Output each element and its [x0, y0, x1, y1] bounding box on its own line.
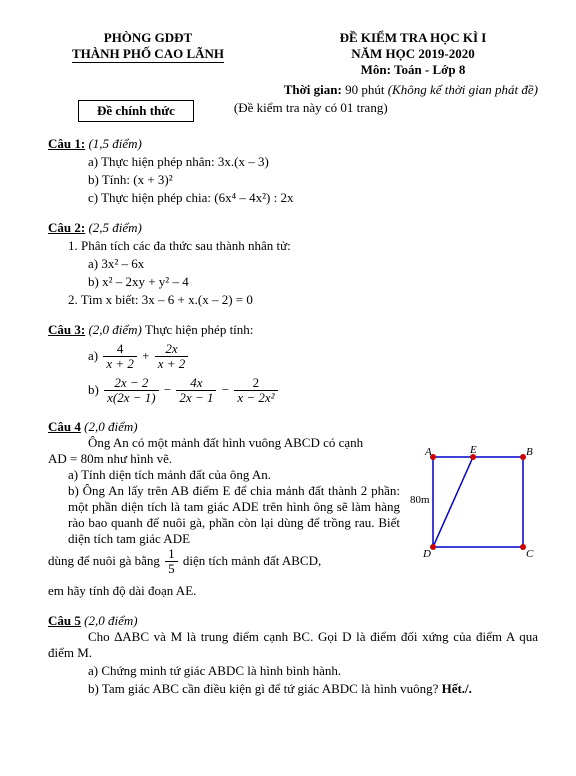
header-left: PHÒNG GDĐT THÀNH PHỐ CAO LÃNH [48, 30, 248, 78]
city: THÀNH PHỐ CAO LÃNH [48, 46, 248, 63]
q2-b: b) x² – 2xy + y² – 4 [88, 274, 538, 290]
official-box: Đề chính thức [78, 100, 194, 122]
q1-title: Câu 1: (1,5 điểm) [48, 136, 538, 152]
q1-c: c) Thực hiện phép chia: (6x⁴ – 4x²) : 2x [88, 190, 538, 206]
q4-title: Câu 4 (2,0 điểm) [48, 419, 538, 435]
square-figure-svg: A B C D E 80m [408, 445, 538, 575]
q3-title: Câu 3: (2,0 điểm) Thực hiện phép tính: [48, 322, 538, 338]
header-right: ĐỀ KIỂM TRA HỌC KÌ I NĂM HỌC 2019-2020 M… [288, 30, 538, 78]
q3-b: b) 2x − 2x(2x − 1) − 4x2x − 1 − 2x − 2x² [88, 376, 538, 406]
q4-b1: b) Ông An lấy trên AB điểm E để chia mản… [68, 483, 400, 547]
label-D: D [422, 548, 431, 560]
time-note: (Không kể thời gian phát đề) [388, 82, 538, 97]
q5-b: b) Tam giác ABC cần điều kiện gì để tứ g… [88, 681, 538, 697]
page-note: (Đề kiểm tra này có 01 trang) [234, 100, 388, 122]
q1-b: b) Tính: (x + 3)² [88, 172, 538, 188]
time-label: Thời gian: [284, 82, 342, 97]
exam-title1: ĐỀ KIỂM TRA HỌC KÌ I [288, 30, 538, 46]
q5-a: a) Chứng minh tứ giác ABDC là hình bình … [88, 663, 538, 679]
q5-intro: Cho ∆ABC và M là trung điểm cạnh BC. Gọi… [48, 629, 538, 661]
label-C: C [526, 548, 534, 560]
q4-intro2: AD = 80m như hình vẽ. [48, 451, 400, 467]
label-A: A [424, 446, 432, 458]
q4-b3: em hãy tính độ dài đoạn AE. [48, 583, 400, 599]
time-value: 90 phút [345, 82, 384, 97]
q5-title: Câu 5 (2,0 điểm) [48, 613, 538, 629]
q2-a: a) 3x² – 6x [88, 256, 538, 272]
q2-1: 1. Phân tích các đa thức sau thành nhân … [68, 238, 538, 254]
q3-a: a) 4x + 2 + 2xx + 2 [88, 342, 538, 372]
label-B: B [526, 446, 533, 458]
q4-b2: dùng để nuôi gà bằng 15 diện tích mảnh đ… [48, 547, 400, 577]
q2-2: 2. Tìm x biết: 3x – 6 + x.(x – 2) = 0 [68, 292, 538, 308]
q4-intro1: Ông An có một mảnh đất hình vuông ABCD c… [48, 435, 400, 451]
q4-text: Ông An có một mảnh đất hình vuông ABCD c… [48, 435, 400, 599]
q1-a: a) Thực hiện phép nhân: 3x.(x – 3) [88, 154, 538, 170]
time-row: Thời gian: 90 phút (Không kể thời gian p… [48, 82, 538, 98]
geometry-diagram: A B C D E 80m [408, 445, 538, 579]
subject: Môn: Toán - Lớp 8 [288, 62, 538, 78]
q2-title: Câu 2: (2,5 điểm) [48, 220, 538, 236]
label-80m: 80m [410, 494, 430, 506]
exam-title2: NĂM HỌC 2019-2020 [288, 46, 538, 62]
label-E: E [469, 445, 477, 456]
official-row: Đề chính thức (Đề kiểm tra này có 01 tra… [48, 100, 538, 122]
header: PHÒNG GDĐT THÀNH PHỐ CAO LÃNH ĐỀ KIỂM TR… [48, 30, 538, 78]
q4-a: a) Tính diện tích mảnh đất của ông An. [68, 467, 400, 483]
dept: PHÒNG GDĐT [48, 30, 248, 46]
